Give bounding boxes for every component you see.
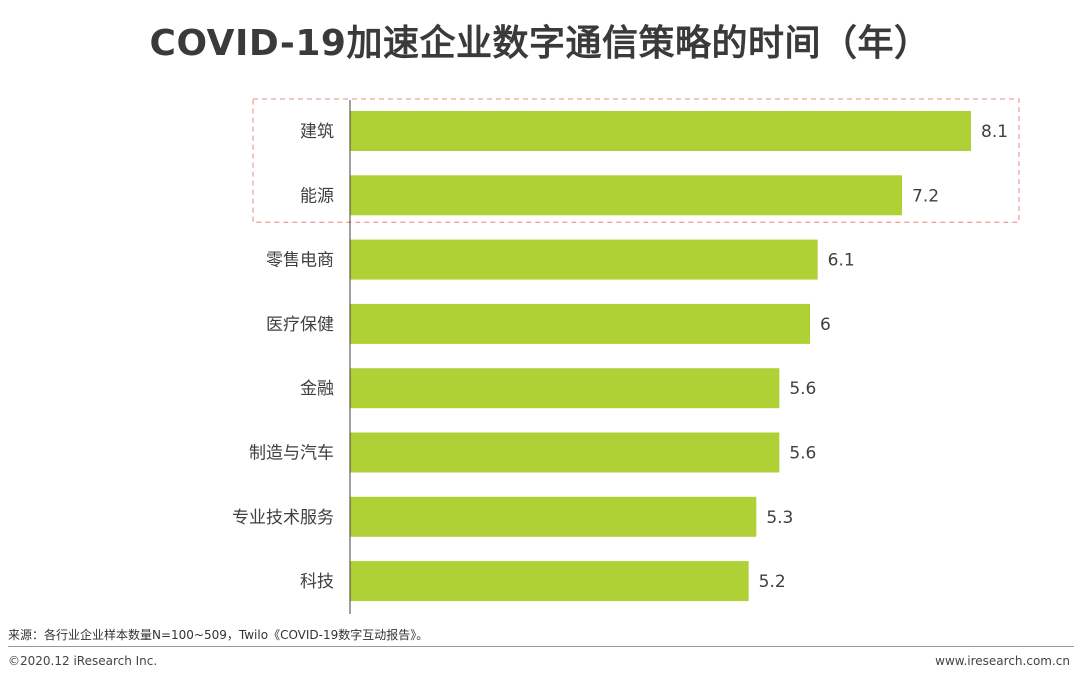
- bar-chart: 建筑 8.1 能源 7.2 零售电商 6.1 医疗保健 6 金融 5.6 制造与汽车 5.6 专业技术服…: [232, 98, 1020, 614]
- source-note: 来源：各行业企业样本数量N=100~509，Twilo《COVID-19数字互动…: [8, 628, 429, 642]
- value-label: 5.3: [766, 508, 793, 528]
- bar: [350, 303, 810, 344]
- bar: [350, 561, 749, 602]
- category-label: 科技: [300, 572, 334, 592]
- category-label: 医疗保健: [266, 315, 334, 335]
- category-label: 能源: [300, 186, 334, 206]
- category-label: 建筑: [300, 122, 334, 142]
- value-label: 5.6: [789, 444, 816, 464]
- bar: [350, 239, 818, 280]
- category-label: 金融: [300, 379, 334, 399]
- value-label: 8.1: [981, 122, 1008, 142]
- category-label: 专业技术服务: [232, 508, 334, 528]
- footer-divider: [8, 646, 1074, 647]
- value-label: 5.2: [759, 572, 786, 592]
- copyright-text: ©2020.12 iResearch Inc.: [8, 654, 158, 668]
- category-label: 制造与汽车: [249, 444, 334, 464]
- value-label: 5.6: [789, 379, 816, 399]
- value-label: 6: [820, 315, 831, 335]
- bar: [350, 368, 780, 409]
- value-label: 6.1: [828, 251, 855, 271]
- chart-title: COVID-19加速企业数字通信策略的时间（年）: [149, 23, 931, 64]
- category-label: 零售电商: [266, 251, 334, 271]
- bar: [350, 496, 757, 537]
- highlight-box: [252, 98, 1020, 223]
- bar: [350, 175, 902, 216]
- bar: [350, 111, 971, 151]
- bar: [350, 432, 780, 473]
- value-label: 7.2: [912, 186, 939, 206]
- website-link[interactable]: www.iresearch.com.cn: [935, 654, 1070, 668]
